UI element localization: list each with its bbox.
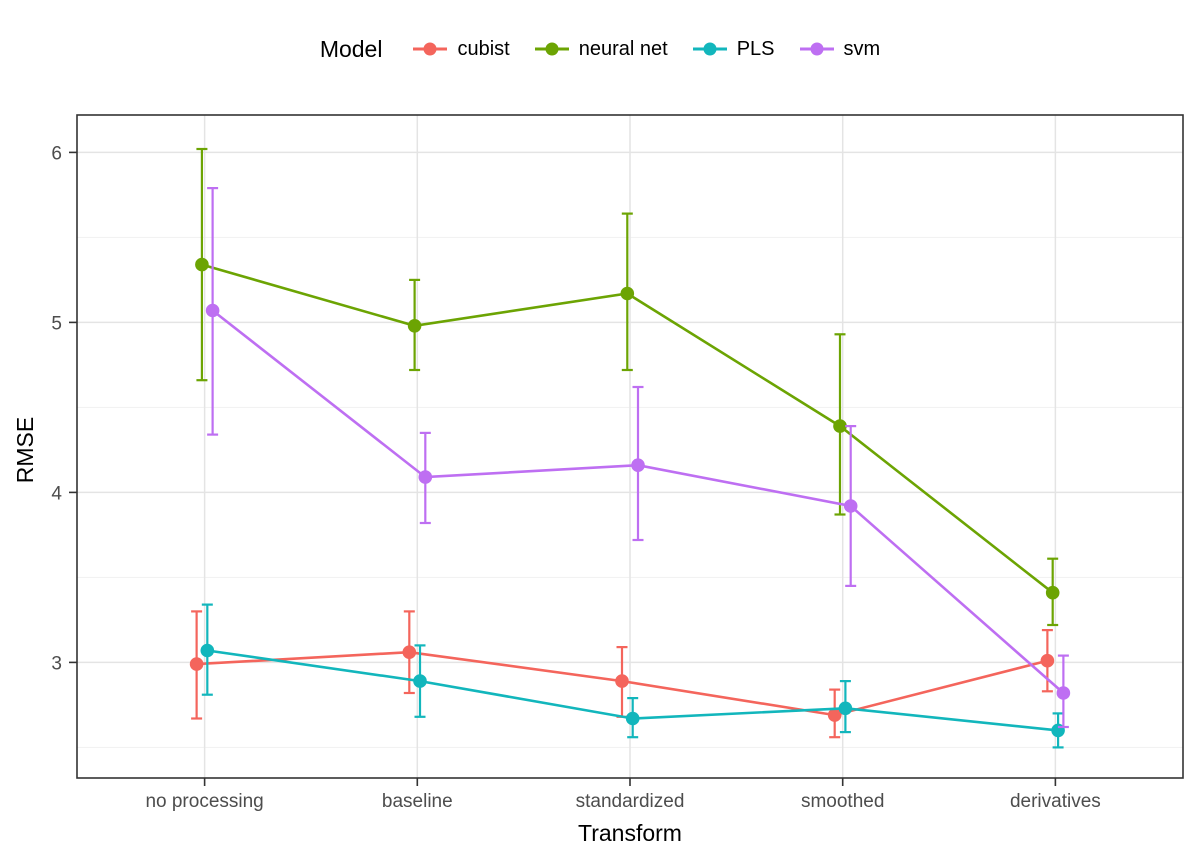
data-point	[407, 319, 422, 333]
data-point	[189, 657, 204, 671]
legend-entry-label: neural net	[578, 37, 668, 60]
legend-key-line-dot-icon	[799, 42, 834, 56]
legend-key-line-dot-icon	[692, 42, 727, 56]
data-point	[1056, 686, 1071, 700]
x-tick-label: derivatives	[1010, 791, 1101, 812]
x-axis-title: Transform	[578, 820, 682, 846]
legend-entry-neural-net: neural net	[534, 38, 668, 61]
legend-entry-pls: PLS	[692, 38, 775, 61]
x-tick-label: baseline	[382, 791, 453, 812]
data-point	[615, 674, 629, 688]
legend-entry-label: cubist	[457, 37, 510, 60]
data-point	[195, 257, 209, 272]
y-axis-title: RMSE	[12, 416, 38, 484]
legend-entry-cubist: cubist	[412, 37, 510, 61]
data-point	[833, 419, 847, 433]
y-tick-label: 6	[51, 143, 62, 164]
data-point	[1045, 585, 1060, 600]
data-point	[620, 286, 635, 301]
legend-key-line-dot-icon	[413, 42, 448, 56]
data-point	[843, 499, 858, 513]
x-tick-label: smoothed	[801, 791, 884, 812]
legend-entry-label: PLS	[736, 37, 775, 60]
x-tick-label: standardized	[576, 791, 685, 812]
data-point	[413, 674, 427, 688]
data-point	[625, 711, 640, 726]
y-tick-label: 3	[51, 653, 62, 674]
data-point	[402, 645, 417, 659]
data-point	[631, 458, 645, 473]
data-point	[1040, 653, 1055, 668]
data-point	[827, 708, 842, 722]
x-tick-label: no processing	[145, 791, 263, 812]
data-point	[838, 701, 853, 716]
legend-title: Model	[319, 35, 383, 62]
y-tick-label: 4	[51, 483, 62, 504]
data-point	[205, 303, 220, 318]
y-tick-label: 5	[51, 313, 62, 334]
legend-entry-label: svm	[843, 37, 881, 60]
legend-key-line-dot-icon	[534, 42, 569, 56]
data-point	[200, 643, 215, 658]
legend-entry-svm: svm	[799, 37, 881, 61]
legend: Model cubist neural net PLS svm	[0, 32, 1200, 66]
data-point	[418, 470, 433, 484]
